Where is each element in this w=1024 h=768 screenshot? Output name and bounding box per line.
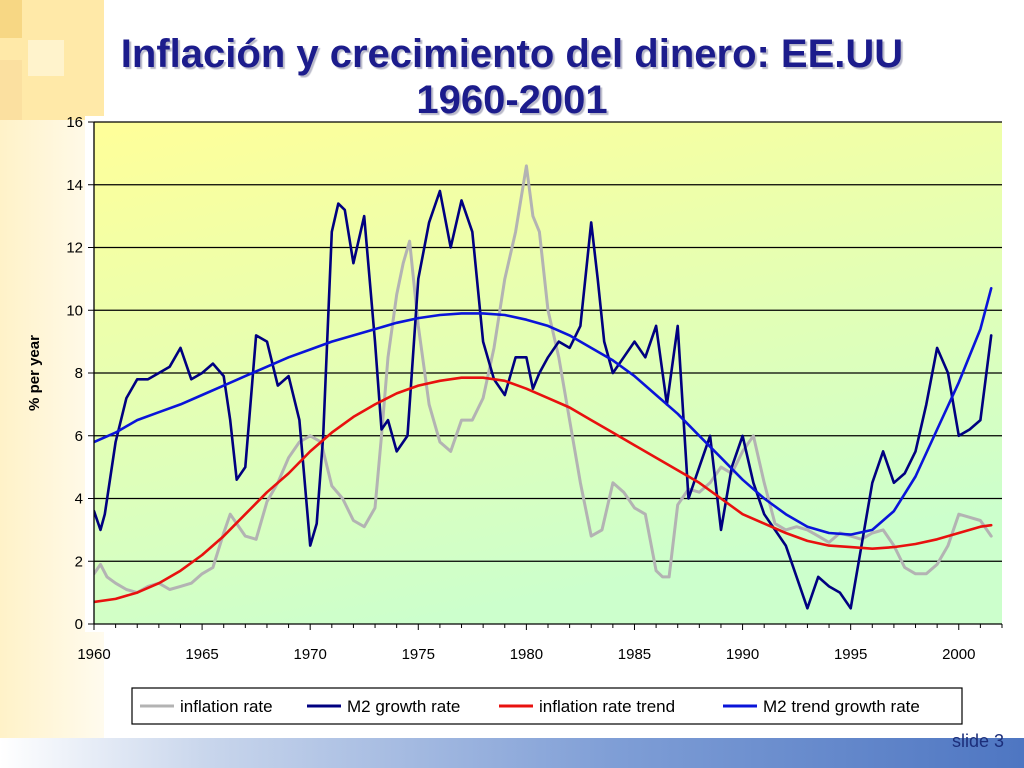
- legend-label-1: inflation rate: [180, 697, 273, 716]
- series-line-m2-growth-rate: [94, 189, 993, 610]
- y-axis-title: % per year: [26, 335, 43, 411]
- legend-label-4: M2 trend growth rate: [763, 697, 920, 716]
- legend-label-3: inflation rate trend: [539, 697, 675, 716]
- x-tick-label-1970: 1970: [294, 646, 327, 663]
- x-tick-label-1965: 1965: [185, 646, 218, 663]
- x-tick-label-1980: 1980: [510, 646, 543, 663]
- y-tick-label-12: 12: [66, 240, 83, 257]
- slide-title: Inflación y crecimiento del dinero: EE.U…: [0, 31, 1024, 123]
- x-tick-label-1985: 1985: [618, 646, 651, 663]
- deco-tile-small-3: [0, 60, 22, 120]
- series-line-inflation-rate-trend: [94, 376, 993, 604]
- y-tick-label-2: 2: [75, 553, 83, 570]
- y-tick-label-16: 16: [66, 114, 83, 131]
- series-line-m2-trend-growth-rate: [94, 287, 993, 536]
- y-tick-label-14: 14: [66, 177, 83, 194]
- x-tick-label-1990: 1990: [726, 646, 759, 663]
- footer-bar: [0, 738, 1024, 768]
- y-tick-label-8: 8: [75, 365, 83, 382]
- y-tick-label-4: 4: [75, 491, 83, 508]
- deco-tile-small-2: [28, 40, 64, 76]
- y-tick-label-6: 6: [75, 428, 83, 445]
- slide-title-line-1: Inflación y crecimiento del dinero: EE.U…: [120, 31, 904, 76]
- x-tick-label-2000: 2000: [942, 646, 975, 663]
- line-chart: 0 2 4 6 8 10 12 14 16 1960 1965 1970 1975 1980 1985 199…: [26, 114, 1003, 725]
- legend: inflation rate M2 growth rate inflation ra…: [131, 687, 963, 725]
- legend-label-2: M2 growth rate: [347, 697, 460, 716]
- deco-tile-small-1: [0, 0, 22, 38]
- series-line-inflation-rate: [94, 164, 993, 595]
- x-tick-label-1975: 1975: [402, 646, 435, 663]
- slide-title-line-2: 1960-2001: [416, 77, 608, 122]
- y-tick-label-10: 10: [66, 302, 83, 319]
- x-tick-label-1995: 1995: [834, 646, 867, 663]
- slide-number: slide 3: [951, 731, 1004, 751]
- x-tick-label-1960: 1960: [77, 646, 110, 663]
- legend-box: [131, 687, 963, 725]
- y-tick-label-0: 0: [75, 616, 83, 633]
